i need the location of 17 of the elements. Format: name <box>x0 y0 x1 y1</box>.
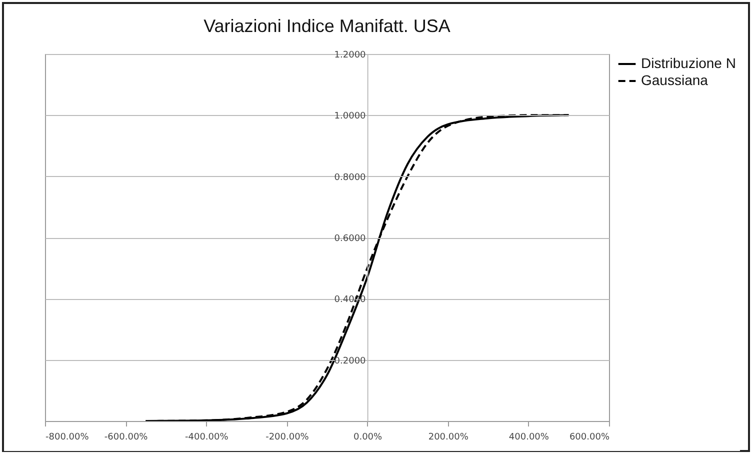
y-tick-label: 1.0000 <box>334 112 366 122</box>
x-tick-label: 200.00% <box>428 432 469 442</box>
x-tick-label: -600.00% <box>104 432 148 442</box>
y-tick-label: 0.4000 <box>334 295 366 306</box>
legend-label: Gaussiana <box>641 72 708 88</box>
y-tick-label: 0.6000 <box>334 234 366 244</box>
legend-label: Distribuzione N <box>641 55 736 71</box>
chart-title: Variazioni Indice Manifatt. USA <box>204 16 450 36</box>
x-tick-label: 600.00% <box>569 432 610 442</box>
y-tick-label: 1.2000 <box>334 50 366 60</box>
x-tick-label: 0.00% <box>353 432 383 442</box>
x-tick-label: -800.00% <box>46 432 90 442</box>
x-tick-label: -400.00% <box>184 432 229 442</box>
y-tick-label: 0.8000 <box>334 172 366 183</box>
y-tick-label: 0.2000 <box>334 356 366 366</box>
x-tick-label: -200.00% <box>266 432 310 442</box>
x-tick-label: 400.00% <box>508 432 550 442</box>
